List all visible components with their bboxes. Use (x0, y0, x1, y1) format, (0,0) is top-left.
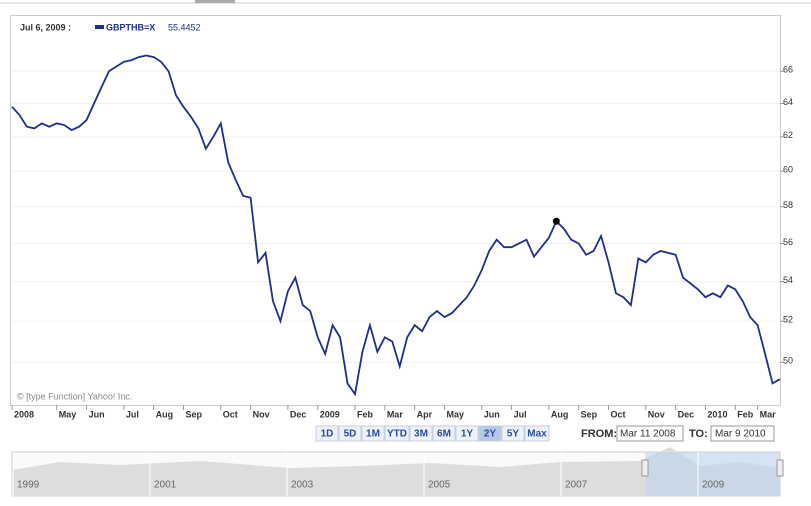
range-button-bg (384, 425, 410, 442)
plot-frame (10, 15, 781, 406)
range-button-label: 5D (344, 429, 357, 440)
range-button-label: 1D (321, 429, 334, 440)
navigator-area (12, 447, 780, 496)
x-tick-label: Aug (156, 409, 174, 419)
legend-swatch (95, 25, 104, 29)
range-button-label: 6M (437, 429, 451, 440)
x-tick-label: Sep (185, 409, 202, 419)
x-tick-label: Dec (678, 409, 695, 419)
x-tick-label: Mar (387, 409, 404, 419)
range-button-label: 2Y (484, 429, 497, 440)
navigator-label: 2009 (702, 480, 725, 491)
x-tick-label: Aug (551, 409, 569, 419)
x-tick-label: Dec (290, 409, 307, 419)
y-tick-label: 52 (783, 314, 793, 324)
y-tick-label: 64 (783, 97, 793, 107)
x-tick-label: May (446, 409, 464, 419)
y-tick-label: 62 (783, 130, 793, 140)
range-button[interactable]: 1Y (455, 425, 479, 442)
range-button[interactable]: Max (524, 425, 550, 442)
x-tick-label: Nov (253, 409, 270, 419)
x-tick-label: Sep (581, 409, 598, 419)
y-tick-label: 56 (783, 237, 793, 247)
range-button-bg (501, 425, 525, 442)
price-line (11, 54, 781, 397)
y-tick-label: 54 (783, 275, 793, 285)
range-button-label: 5Y (507, 429, 520, 440)
navigator-label: 1999 (17, 480, 40, 491)
x-tick-label: 2010 (707, 409, 727, 419)
range-button-bg (478, 425, 502, 442)
x-tick-label: May (59, 409, 77, 419)
to-label: TO: (689, 428, 708, 440)
range-button[interactable]: 3M (409, 425, 433, 442)
x-tick-label: Oct (611, 409, 626, 419)
navigator-handle[interactable] (776, 459, 784, 477)
range-button-bg (338, 425, 362, 442)
range-button[interactable]: 5D (338, 425, 362, 442)
y-tick-label: 66 (783, 65, 793, 75)
x-tick-label: Oct (223, 409, 238, 419)
copyright: © [type Function] Yahoo! Inc. (17, 391, 132, 401)
plot: 50 52 54 56 58 60 62 64 66 2008 May Jun Jul Aug Sep Oct… (11, 54, 793, 419)
y-tick-label: 60 (783, 165, 793, 175)
range-button-bg (315, 425, 339, 442)
range-button[interactable]: 5Y (501, 425, 525, 442)
hover-marker (552, 217, 560, 225)
navigator-label: 2005 (428, 480, 451, 491)
range-button-label: 1M (366, 429, 380, 440)
x-tick-label: Apr (417, 409, 433, 419)
x-tick-label: Jul (126, 409, 139, 419)
navigator-label: 2007 (565, 480, 588, 491)
navigator-label: 2003 (291, 480, 314, 491)
navigator-label: 2001 (154, 480, 177, 491)
x-tick-label: Jul (514, 409, 527, 419)
controls: 1D 5D 1M YTD 3M 6M 1Y 2Y 5Y Max FROM: Mar 11 2008 TO… (315, 425, 775, 442)
range-button[interactable]: YTD (384, 425, 410, 442)
hover-date: Jul 6, 2009 : (20, 22, 71, 32)
legend-name: GBPTHB=X (106, 22, 155, 32)
range-button[interactable]: 1M (361, 425, 385, 442)
x-tick-label: Nov (648, 409, 665, 419)
navigator-window[interactable] (645, 452, 780, 496)
top-tab (195, 0, 235, 3)
from-input[interactable] (616, 425, 684, 442)
range-button[interactable]: 2Y (478, 425, 502, 442)
range-button-bg (409, 425, 433, 442)
range-button[interactable]: 1D (315, 425, 339, 442)
range-button-label: YTD (387, 429, 407, 440)
x-tick-label: 2009 (320, 409, 340, 419)
to-value: Mar 9 2010 (715, 429, 766, 440)
x-tick-label: Jun (484, 409, 500, 419)
x-tick-label: Mar (760, 409, 777, 419)
y-tick-label: 50 (783, 356, 793, 366)
legend-value: 55.4452 (168, 22, 201, 32)
range-button-bg (455, 425, 479, 442)
range-button-label: Max (527, 429, 547, 440)
range-button[interactable]: 6M (432, 425, 456, 442)
y-tick-label: 58 (783, 200, 793, 210)
range-button-bg (361, 425, 385, 442)
range-button-bg (524, 425, 550, 442)
to-input[interactable] (710, 425, 775, 442)
x-tick-label: Feb (737, 409, 754, 419)
range-button-bg (432, 425, 456, 442)
x-tick-label: 2008 (14, 409, 34, 419)
range-button-label: 3M (414, 429, 428, 440)
from-value: Mar 11 2008 (620, 429, 676, 440)
x-tick-label: Jun (89, 409, 105, 419)
x-tick-label: Feb (357, 409, 374, 419)
range-button-label: 1Y (461, 429, 474, 440)
from-label: FROM: (581, 428, 617, 440)
navigator: 1999 2001 2003 2005 2007 2009 (12, 452, 725, 496)
navigator-handle[interactable] (641, 459, 649, 477)
